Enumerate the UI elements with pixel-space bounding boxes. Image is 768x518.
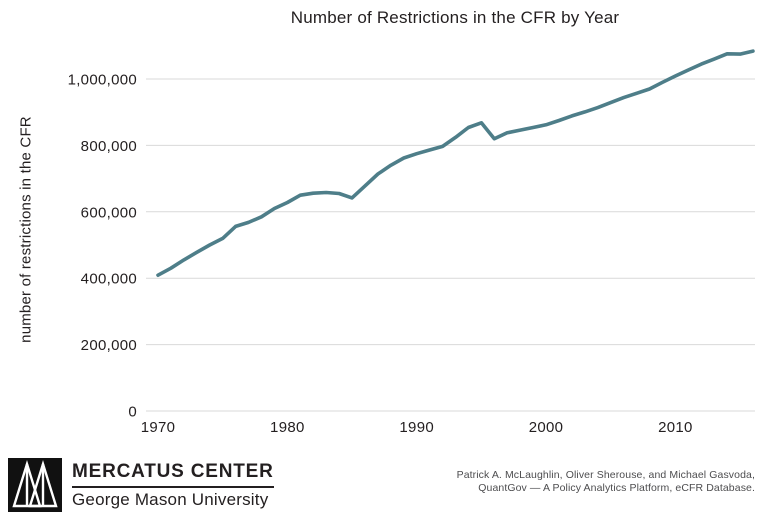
attribution: Patrick A. McLaughlin, Oliver Sherouse, …: [457, 469, 755, 495]
line-chart: 0 200,000 400,000 600,000 800,000 1,000,000 19…: [68, 49, 755, 436]
footer: MERCATUS CENTER George Mason University …: [0, 452, 768, 518]
x-tick-label: 1970: [141, 419, 176, 436]
y-tick-label: 800,000: [81, 138, 137, 155]
y-tick-label: 600,000: [81, 204, 137, 221]
x-tick-label: 2000: [529, 419, 564, 436]
logo-university-name: George Mason University: [72, 489, 269, 509]
data-line: [156, 49, 755, 278]
y-tick-label: 400,000: [81, 271, 137, 288]
x-tick-label: 1980: [270, 419, 305, 436]
mercatus-logo: MERCATUS CENTER George Mason University: [8, 458, 274, 512]
attribution-line-1: Patrick A. McLaughlin, Oliver Sherouse, …: [456, 469, 755, 481]
mercatus-logo-icon: [8, 458, 62, 512]
y-tick-label: 1,000,000: [68, 72, 137, 89]
chart-title: Number of Restrictions in the CFR by Yea…: [290, 8, 620, 27]
attribution-line-2: QuantGov — A Policy Analytics Platform, …: [478, 482, 755, 494]
x-tick-label: 2010: [658, 419, 693, 436]
y-tick-label: 0: [128, 404, 137, 421]
y-tick-label: 200,000: [81, 337, 137, 354]
logo-org-name: MERCATUS CENTER: [72, 461, 274, 488]
logo-text: MERCATUS CENTER George Mason University: [72, 461, 274, 510]
x-tick-label: 1990: [399, 419, 434, 436]
